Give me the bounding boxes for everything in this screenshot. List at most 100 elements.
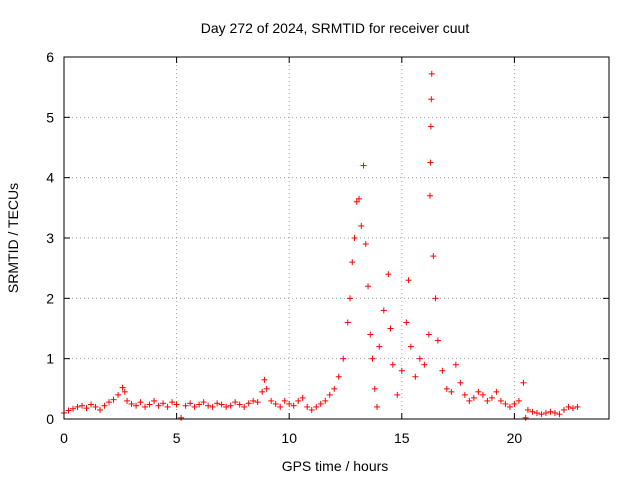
data-point-55 [299,394,306,401]
data-point-10 [106,399,113,406]
data-point-67 [349,259,356,266]
data-point-85 [398,367,405,374]
x-tick-label: 5 [173,430,181,446]
data-point-128 [556,411,563,418]
data-point-64 [340,355,347,362]
data-point-36 [218,401,225,408]
data-point-6 [88,401,95,408]
data-point-103 [448,388,455,395]
chart-title: Day 272 of 2024, SRMTID for receiver cuu… [201,20,470,36]
data-point-114 [497,397,504,404]
data-point-96 [428,96,435,103]
data-point-106 [461,391,468,398]
data-point-121 [524,406,531,413]
data-point-77 [371,385,378,392]
data-point-59 [317,400,324,407]
y-tick-label: 0 [46,411,54,427]
data-point-116 [506,403,513,410]
data-point-79 [376,343,383,350]
data-point-90 [416,355,423,362]
data-point-13 [119,384,126,391]
data-point-123 [533,409,540,416]
y-tick-label: 4 [46,170,54,186]
data-point-81 [385,271,392,278]
y-tick-label: 2 [46,290,54,306]
data-point-50 [277,403,284,410]
data-point-91 [421,361,428,368]
data-point-112 [488,394,495,401]
data-point-28 [182,402,189,409]
data-point-80 [380,307,387,314]
y-tick-label: 1 [46,351,54,367]
data-point-92 [425,331,432,338]
data-point-44 [254,399,261,406]
data-point-22 [155,402,162,409]
data-point-34 [209,403,216,410]
data-point-39 [232,399,239,406]
data-point-97 [428,70,435,77]
grid [64,57,609,419]
data-point-1 [65,407,72,414]
data-point-46 [261,376,268,383]
data-point-63 [335,373,342,380]
data-point-131 [569,405,576,412]
data-point-102 [443,385,450,392]
x-tick-label: 15 [394,430,410,446]
y-tick-label: 5 [46,109,54,125]
data-point-26 [173,401,180,408]
data-point-68 [351,235,358,241]
data-point-18 [137,399,144,406]
data-point-70 [356,195,363,202]
data-point-72 [360,162,367,169]
data-point-20 [146,401,153,408]
data-point-56 [304,403,311,410]
data-point-11 [110,396,117,403]
data-point-40 [236,401,243,408]
data-point-126 [547,408,554,415]
data-point-132 [574,403,581,410]
x-tick-label: 10 [281,430,297,446]
data-point-83 [389,361,396,368]
data-point-87 [405,277,412,284]
data-point-107 [466,397,473,404]
data-point-101 [439,367,446,374]
data-point-125 [542,409,549,416]
data-point-7 [92,403,99,410]
data-point-21 [151,397,158,404]
y-tick-label: 3 [46,230,54,246]
data-point-69 [353,198,360,205]
data-point-43 [250,397,257,404]
data-point-109 [475,388,482,395]
data-point-127 [551,409,558,416]
data-point-31 [196,401,203,408]
data-point-99 [432,295,439,302]
y-axis-label: SRMTID / TECUs [5,183,21,293]
data-point-129 [560,406,567,413]
data-point-130 [565,403,572,410]
data-point-53 [290,402,297,409]
data-point-17 [133,402,140,409]
data-point-122 [529,408,536,415]
data-point-84 [394,391,401,398]
data-point-66 [347,295,354,302]
data-point-110 [479,391,486,398]
data-point-35 [214,400,221,407]
data-point-41 [241,403,248,410]
axes: 0 1 2 3 4 5 6 0 5 10 15 20 [46,49,610,446]
data-point-120 [522,414,529,421]
data-point-25 [169,399,176,406]
data-point-60 [322,397,329,404]
data-point-76 [369,355,376,362]
data-point-45 [259,388,266,395]
data-point-88 [407,343,414,350]
data-point-12 [115,391,122,398]
data-point-16 [128,400,135,407]
data-point-49 [272,400,279,407]
data-point-62 [331,385,338,392]
data-point-47 [263,385,270,392]
data-point-15 [124,397,131,404]
data-point-100 [434,337,441,344]
data-point-86 [403,319,410,326]
data-point-54 [295,397,302,404]
